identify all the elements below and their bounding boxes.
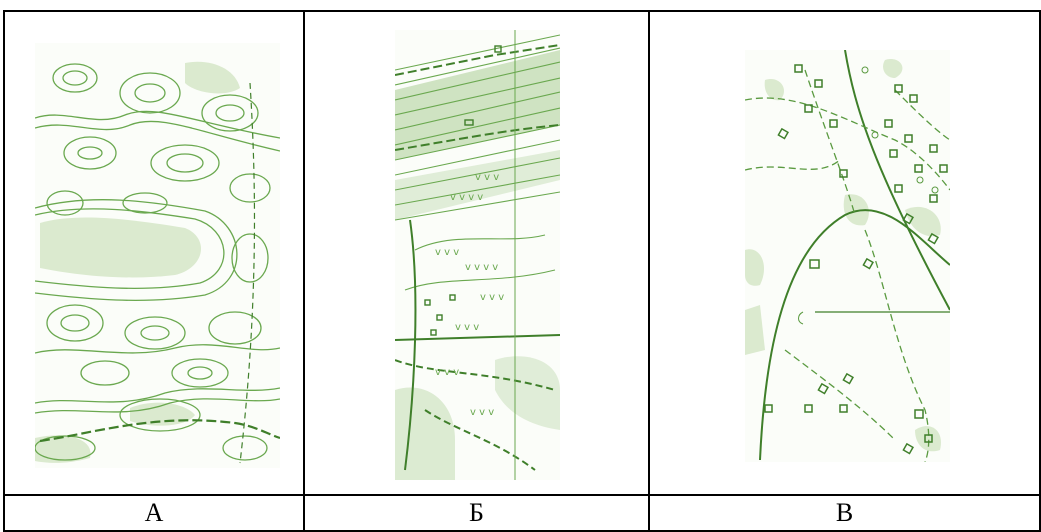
svg-text:v v v: v v v xyxy=(455,322,479,333)
map-cell-c xyxy=(648,10,1041,496)
svg-text:v v v v: v v v v xyxy=(450,192,483,203)
svg-text:v v v: v v v xyxy=(470,407,494,418)
svg-text:v v v: v v v xyxy=(480,292,504,303)
svg-text:v v v: v v v xyxy=(435,247,459,258)
map-label-c: В xyxy=(648,494,1041,532)
map-label-b: Б xyxy=(303,494,650,532)
svg-text:v v v: v v v xyxy=(435,367,459,378)
map-label-a: А xyxy=(3,494,305,532)
svg-text:v v v v: v v v v xyxy=(465,262,498,273)
maps-row: v v v v v v v v v v v v v v v v v v v v v v… xyxy=(3,10,1041,496)
map-cell-b: v v v v v v v v v v v v v v v v v v v v v v… xyxy=(303,10,650,496)
topographic-map-settlement xyxy=(745,50,950,462)
maps-comparison-table: v v v v v v v v v v v v v v v v v v v v v v… xyxy=(3,10,1041,532)
map-cell-a xyxy=(3,10,305,496)
svg-text:v v v: v v v xyxy=(475,172,499,183)
labels-row: А Б В xyxy=(3,494,1041,532)
topographic-map-slope-roads: v v v v v v v v v v v v v v v v v v v v v v… xyxy=(395,30,560,480)
topographic-map-contours xyxy=(35,43,280,468)
